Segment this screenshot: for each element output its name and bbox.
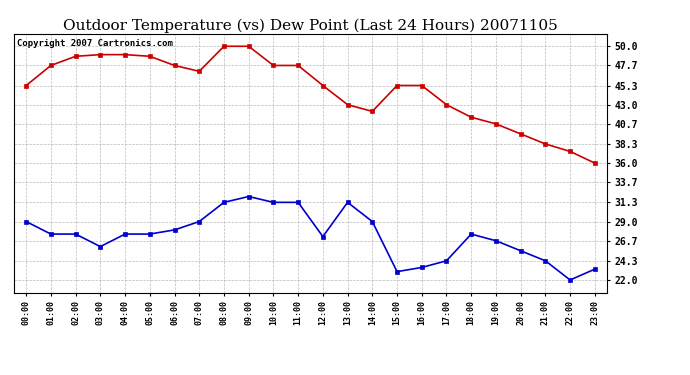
Text: Copyright 2007 Cartronics.com: Copyright 2007 Cartronics.com [17, 39, 172, 48]
Title: Outdoor Temperature (vs) Dew Point (Last 24 Hours) 20071105: Outdoor Temperature (vs) Dew Point (Last… [63, 18, 558, 33]
